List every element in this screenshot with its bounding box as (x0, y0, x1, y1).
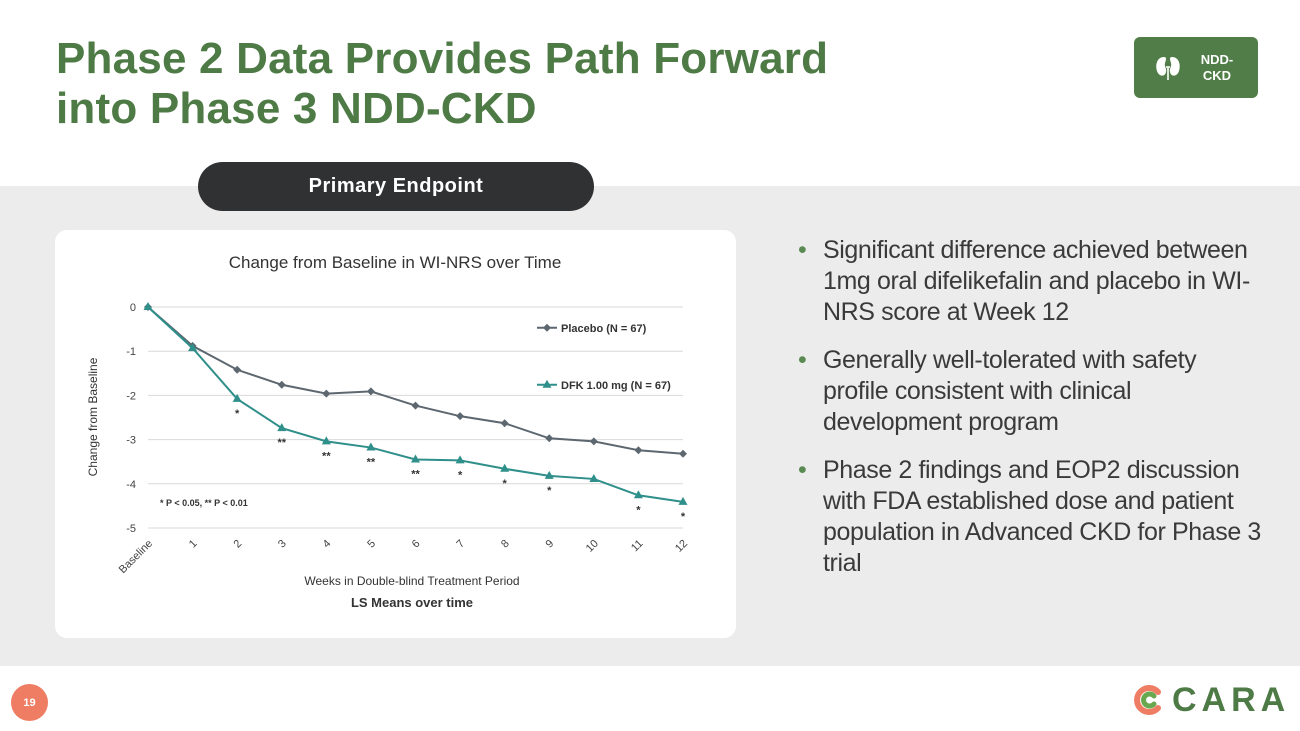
x-tick-label: 11 (629, 538, 646, 555)
cara-logo: CARA (1132, 683, 1290, 717)
bullet-dot: • (798, 236, 807, 264)
dfk-point (678, 496, 688, 505)
x-tick-label: 2 (231, 538, 244, 551)
significance-footnote: * P < 0.05, ** P < 0.01 (160, 498, 248, 508)
placebo-point (456, 412, 465, 421)
y-tick-label: -5 (126, 523, 136, 535)
legend-label: DFK 1.00 mg (N = 67) (561, 380, 671, 392)
dfk-point (500, 463, 510, 472)
chart-title: Change from Baseline in WI-NRS over Time (229, 253, 562, 272)
dfk-point (366, 442, 376, 451)
x-tick-label: 10 (584, 538, 601, 555)
x-axis-label: Weeks in Double-blind Treatment Period (304, 574, 519, 588)
title-line-2: into Phase 3 NDD-CKD (56, 84, 537, 133)
ndd-ckd-badge: NDD- CKD (1134, 37, 1258, 98)
x-tick-label: 6 (410, 538, 423, 551)
legend-label: Placebo (N = 67) (561, 323, 647, 335)
significance-marker: * (235, 408, 240, 420)
placebo-point (545, 434, 554, 443)
x-tick-label: 4 (321, 538, 334, 551)
bullet-text: Generally well-tolerated with safety pro… (823, 346, 1197, 436)
x-tick-label: 7 (454, 538, 467, 551)
dfk-point (411, 454, 420, 463)
bullet-text: Phase 2 findings and EOP2 discussion wit… (823, 456, 1261, 577)
y-axis-label: Change from Baseline (86, 357, 100, 476)
significance-marker: ** (411, 468, 420, 480)
primary-endpoint-pill: Primary Endpoint (198, 162, 594, 211)
legend-marker (542, 379, 552, 388)
x-tick-label: Baseline (117, 538, 155, 576)
bullet-item: • Significant difference achieved between… (796, 235, 1266, 328)
dfk-point (633, 490, 643, 499)
dfk-point (455, 455, 465, 464)
significance-marker: * (681, 511, 686, 523)
bullet-item: • Phase 2 findings and EOP2 discussion wi… (796, 455, 1266, 579)
y-tick-label: -1 (126, 346, 136, 358)
title-line-1: Phase 2 Data Provides Path Forward (56, 34, 829, 83)
significance-marker: * (503, 478, 508, 490)
x-tick-label: 9 (544, 538, 557, 551)
significance-marker: ** (322, 450, 331, 462)
slide-title: Phase 2 Data Provides Path Forward into … (56, 34, 828, 134)
placebo-point (589, 437, 598, 446)
y-tick-label: -2 (126, 390, 136, 402)
x-tick-label: 8 (499, 538, 512, 551)
dfk-point (188, 343, 198, 352)
y-tick-label: -4 (126, 479, 136, 491)
cara-logo-mark-icon (1134, 685, 1161, 715)
x-tick-label: 1 (187, 538, 200, 551)
dfk-point (277, 423, 287, 432)
placebo-point (233, 365, 242, 374)
badge-label-1: NDD- (1200, 51, 1234, 67)
wi-nrs-line-chart: Change from Baseline in WI-NRS over Time… (86, 253, 690, 610)
significance-marker: * (547, 485, 552, 497)
key-findings-list: • Significant difference achieved between… (796, 235, 1266, 596)
page-number: 19 (11, 684, 48, 721)
significance-marker: ** (277, 437, 286, 449)
dfk-point (232, 393, 242, 402)
bullet-text: Significant difference achieved between … (823, 236, 1250, 326)
bullet-dot: • (798, 456, 807, 484)
y-tick-label: -3 (126, 435, 136, 447)
badge-label-2: CKD (1202, 67, 1232, 83)
dfk-point (544, 470, 554, 479)
dfk-point (143, 302, 153, 310)
significance-marker: * (458, 469, 463, 481)
legend-marker (543, 323, 551, 332)
dfk-point (321, 436, 331, 445)
dfk-point (589, 473, 599, 482)
placebo-point (277, 380, 286, 389)
bullet-dot: • (798, 346, 807, 374)
bullet-item: • Generally well-tolerated with safety pr… (796, 345, 1266, 438)
chart-subtitle: LS Means over time (351, 595, 473, 610)
x-tick-label: 5 (365, 538, 378, 551)
x-tick-label: 3 (276, 538, 289, 551)
significance-marker: ** (367, 457, 376, 469)
chart-card: Change from Baseline in WI-NRS over Time… (55, 230, 736, 638)
placebo-point (366, 387, 375, 396)
placebo-point (411, 401, 420, 410)
kidney-icon (1156, 56, 1180, 80)
logo-text: CARA (1172, 681, 1291, 719)
placebo-point (679, 449, 687, 458)
placebo-point (500, 419, 509, 428)
significance-marker: * (636, 504, 641, 516)
y-tick-label: 0 (130, 302, 136, 314)
placebo-point (634, 446, 643, 455)
x-tick-label: 12 (673, 538, 690, 555)
placebo-point (322, 389, 331, 398)
